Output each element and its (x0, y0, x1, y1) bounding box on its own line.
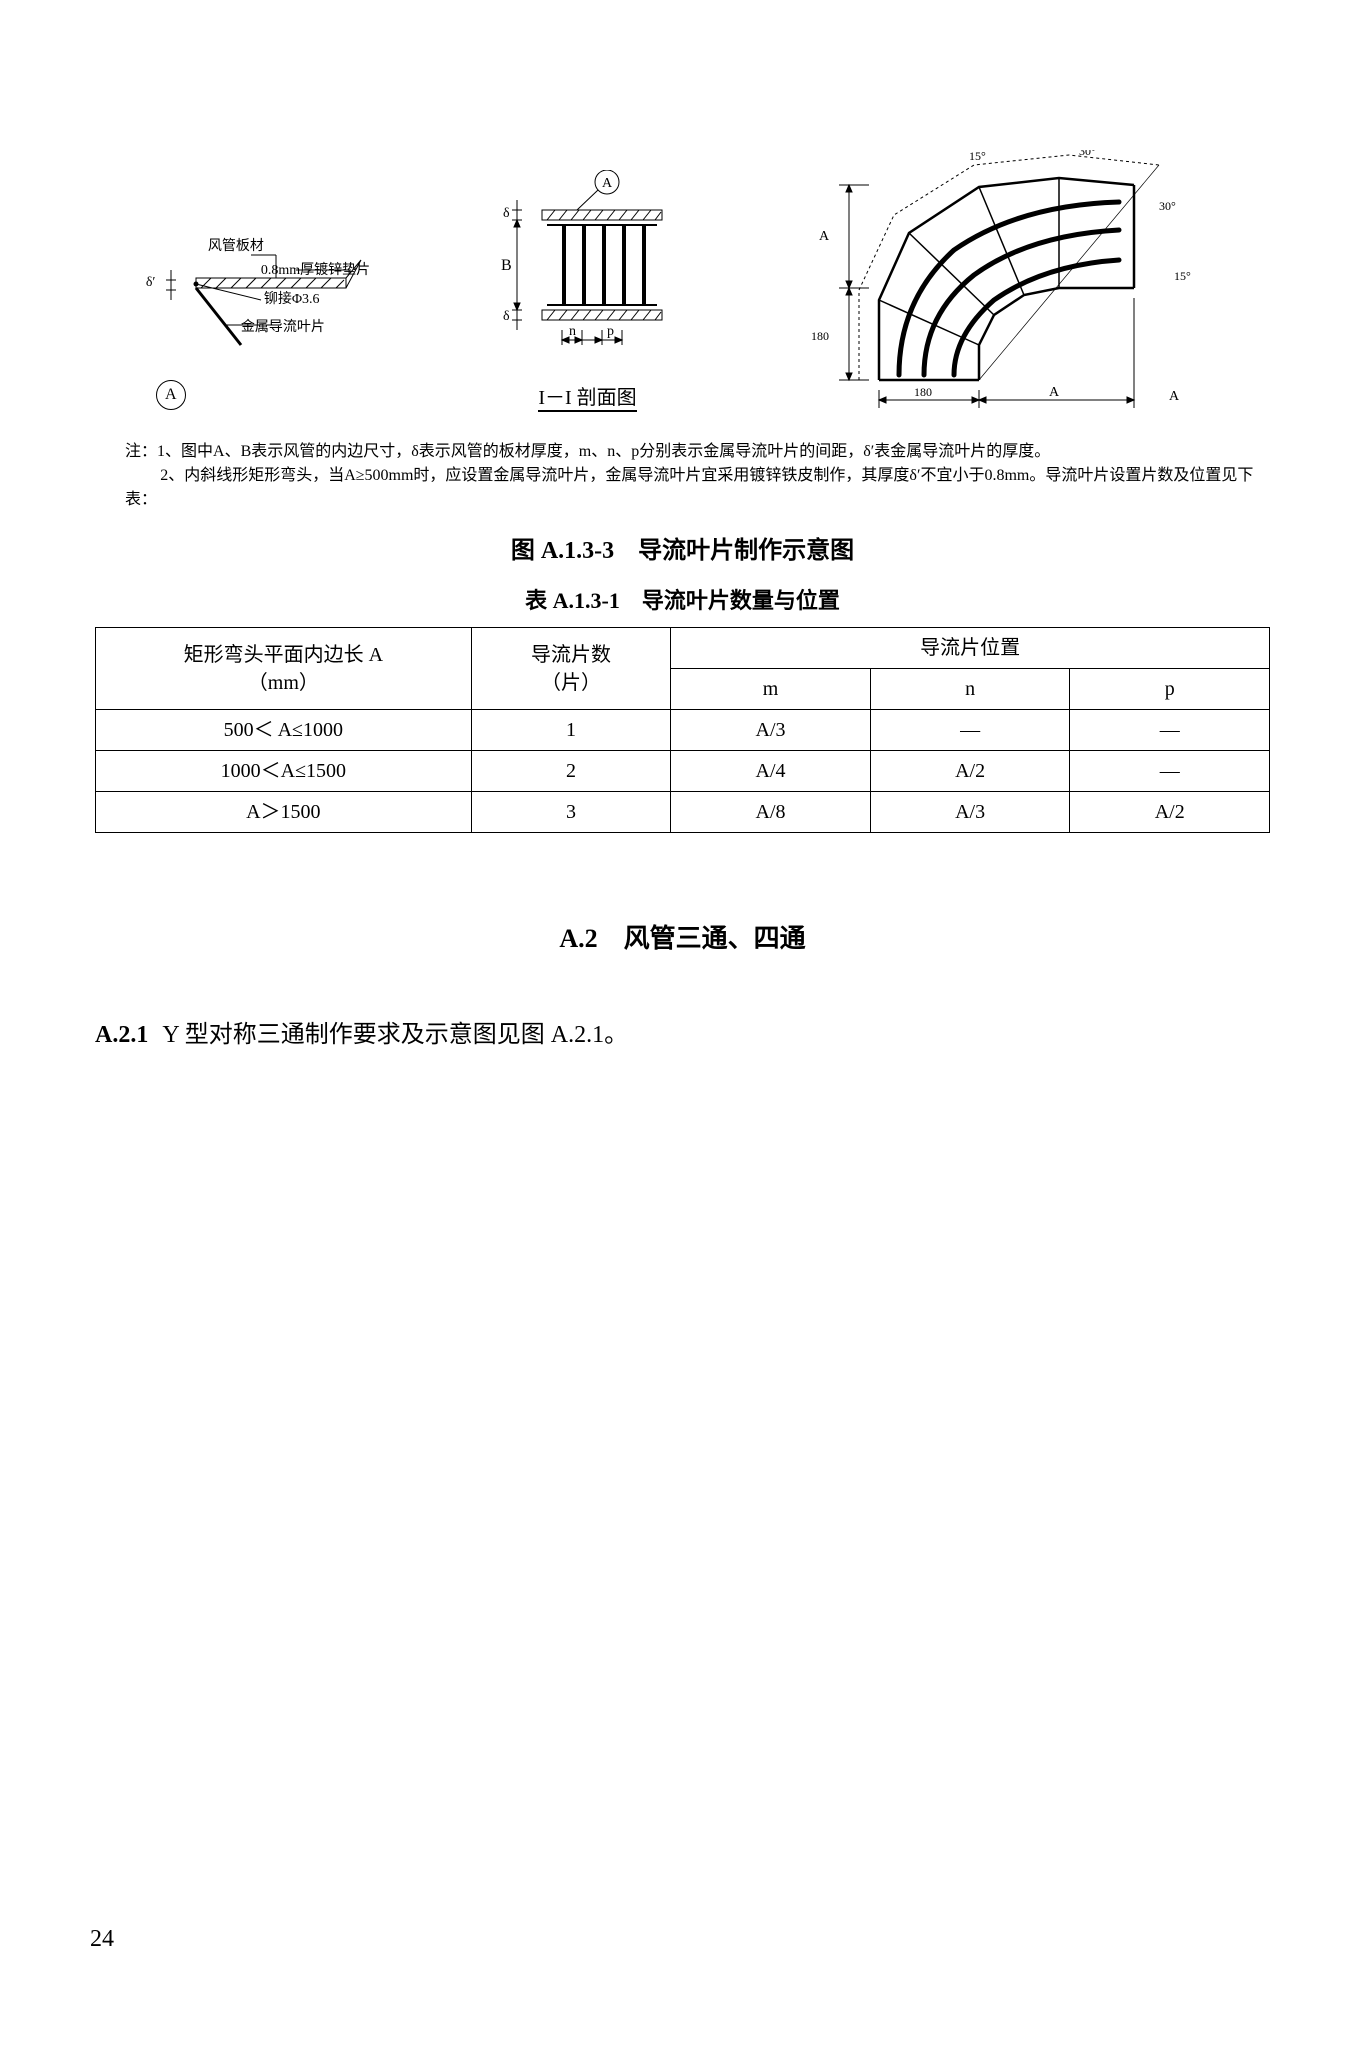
cell: A＞1500 (96, 792, 472, 833)
label-delta-prime: δ′ (146, 275, 156, 291)
cell: 3 (471, 792, 671, 833)
cell: A/3 (671, 710, 871, 751)
section-A2-heading: A.2 风管三通、四通 (95, 918, 1270, 955)
cell: A/2 (1070, 792, 1270, 833)
page-number: 24 (90, 1926, 114, 1953)
cell: 2 (471, 751, 671, 792)
svg-text:30°: 30° (1159, 199, 1176, 213)
dim-delta-bot: δ (503, 309, 510, 324)
table-row: 500＜ A≤1000 1 A/3 — — (96, 710, 1270, 751)
svg-text:15°: 15° (1174, 269, 1191, 283)
svg-text:180: 180 (914, 385, 932, 399)
dim-n: n (569, 324, 576, 339)
para-number: A.2.1 (95, 1022, 148, 1048)
svg-text:30°: 30° (1079, 150, 1096, 158)
svg-text:A: A (1049, 385, 1060, 400)
diagram-detail-a: 风管板材 0.8mm厚镀锌垫片 铆接Φ3.6 金属导流叶片 δ′ A (146, 230, 376, 410)
figure-caption: 图 A.1.3-3 导流叶片制作示意图 (95, 530, 1270, 565)
section-ii-svg: A (477, 170, 697, 370)
label-plate: 风管板材 (208, 235, 264, 255)
diagram-section-ii: A (477, 170, 697, 410)
th-A: 矩形弯头平面内边长 A （mm） (96, 628, 472, 710)
svg-text:A: A (819, 229, 830, 244)
diagram-elbow: 15° 30° 30° 15° A 180 (799, 150, 1219, 410)
diagram-area: 风管板材 0.8mm厚镀锌垫片 铆接Φ3.6 金属导流叶片 δ′ A A (95, 150, 1270, 410)
svg-text:180: 180 (811, 329, 829, 343)
th-n: n (870, 669, 1070, 710)
cell: A/3 (870, 792, 1070, 833)
cell: 1000＜A≤1500 (96, 751, 472, 792)
dim-B: B (501, 257, 512, 274)
dim-delta-top: δ (503, 206, 510, 221)
cell: A/4 (671, 751, 871, 792)
th-qty: 导流片数 （片） (471, 628, 671, 710)
label-rivet: 铆接Φ3.6 (264, 288, 320, 308)
cell: 1 (471, 710, 671, 751)
th-m: m (671, 669, 871, 710)
page: 风管板材 0.8mm厚镀锌垫片 铆接Φ3.6 金属导流叶片 δ′ A A (0, 0, 1365, 2048)
table-row: A＞1500 3 A/8 A/3 A/2 (96, 792, 1270, 833)
vane-table: 矩形弯头平面内边长 A （mm） 导流片数 （片） 导流片位置 m n p 50… (95, 627, 1270, 833)
diagram-notes: 注：1、图中A、B表示风管的内边尺寸，δ表示风管的板材厚度，m、n、p分别表示金… (125, 440, 1270, 512)
svg-text:15°: 15° (969, 150, 986, 163)
table-caption: 表 A.1.3-1 导流叶片数量与位置 (95, 583, 1270, 615)
note-2: 2、内斜线形矩形弯头，当A≥500mm时，应设置金属导流叶片，金属导流叶片宜采用… (125, 467, 1253, 508)
cell: — (1070, 751, 1270, 792)
para-A2-1: A.2.1 Y 型对称三通制作要求及示意图见图 A.2.1。 (95, 1015, 1270, 1056)
label-blade: 金属导流叶片 (241, 316, 325, 336)
svg-text:A: A (1169, 389, 1180, 404)
dim-p: p (607, 324, 614, 339)
svg-text:A: A (602, 176, 613, 191)
note-1: 1、图中A、B表示风管的内边尺寸，δ表示风管的板材厚度，m、n、p分别表示金属导… (157, 443, 1050, 460)
para-text: Y 型对称三通制作要求及示意图见图 A.2.1。 (162, 1022, 628, 1048)
table-row: 1000＜A≤1500 2 A/4 A/2 — (96, 751, 1270, 792)
th-p: p (1070, 669, 1270, 710)
th-pos-group: 导流片位置 (671, 628, 1270, 669)
section-caption: I－I 剖面图 (538, 381, 636, 412)
note-prefix: 注： (125, 443, 157, 460)
elbow-svg: 15° 30° 30° 15° A 180 (799, 150, 1219, 410)
cell: A/8 (671, 792, 871, 833)
cell: 500＜ A≤1000 (96, 710, 472, 751)
detail-circle-A: A (156, 380, 186, 410)
cell: A/2 (870, 751, 1070, 792)
cell: — (1070, 710, 1270, 751)
cell: — (870, 710, 1070, 751)
label-gasket: 0.8mm厚镀锌垫片 (261, 259, 370, 279)
